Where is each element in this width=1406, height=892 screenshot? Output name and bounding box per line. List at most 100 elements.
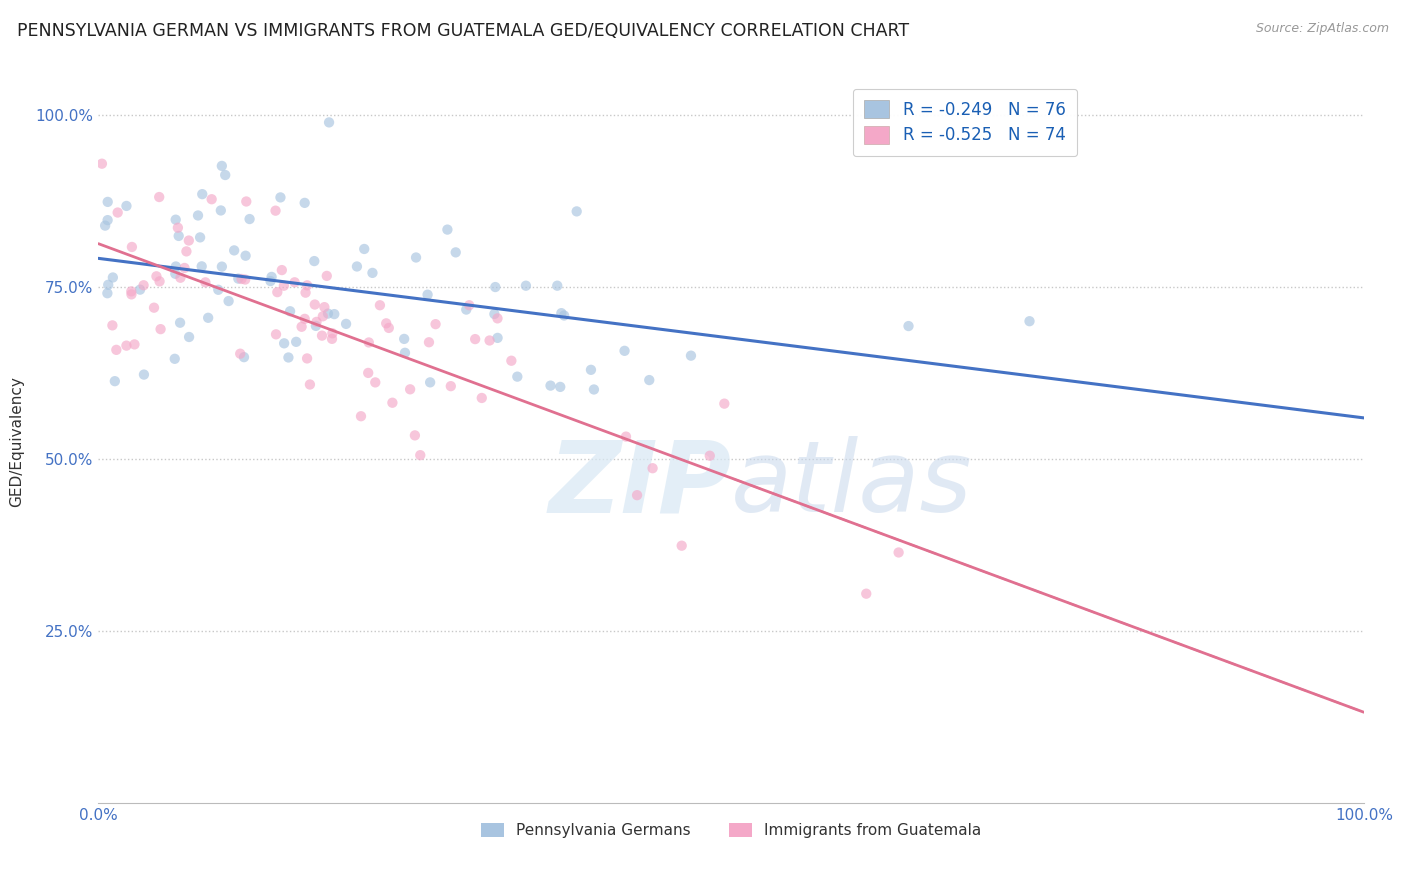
Point bbox=[273, 278, 295, 293]
Point bbox=[169, 270, 191, 285]
Point bbox=[579, 363, 602, 377]
Point bbox=[129, 283, 152, 297]
Point bbox=[145, 269, 167, 284]
Point bbox=[346, 260, 368, 274]
Point bbox=[97, 277, 120, 292]
Point bbox=[115, 338, 138, 352]
Point bbox=[191, 187, 214, 202]
Point bbox=[399, 382, 422, 396]
Point bbox=[120, 287, 142, 301]
Y-axis label: GED/Equivalency: GED/Equivalency bbox=[10, 376, 24, 507]
Point bbox=[120, 285, 142, 299]
Point bbox=[295, 351, 318, 366]
Point bbox=[304, 254, 326, 268]
Point bbox=[226, 271, 249, 285]
Point bbox=[173, 260, 195, 275]
Point bbox=[90, 157, 112, 171]
Point bbox=[285, 334, 308, 349]
Point bbox=[314, 300, 336, 314]
Point bbox=[464, 332, 486, 346]
Point bbox=[294, 311, 316, 326]
Point bbox=[478, 334, 501, 348]
Point bbox=[148, 190, 170, 204]
Text: atlas: atlas bbox=[731, 436, 973, 533]
Point bbox=[190, 260, 212, 274]
Point bbox=[97, 194, 120, 209]
Point bbox=[515, 278, 537, 293]
Point bbox=[124, 337, 146, 351]
Point bbox=[458, 298, 481, 312]
Point bbox=[565, 204, 588, 219]
Point bbox=[381, 395, 404, 409]
Point bbox=[335, 317, 357, 331]
Point bbox=[353, 242, 375, 256]
Legend: Pennsylvania Germans, Immigrants from Guatemala: Pennsylvania Germans, Immigrants from Gu… bbox=[474, 815, 988, 846]
Point bbox=[260, 269, 283, 284]
Point bbox=[305, 318, 328, 333]
Point bbox=[316, 307, 339, 321]
Point bbox=[582, 383, 605, 397]
Point bbox=[214, 168, 236, 182]
Point bbox=[897, 319, 920, 334]
Point bbox=[266, 285, 288, 300]
Point bbox=[546, 278, 568, 293]
Point bbox=[231, 272, 253, 286]
Point bbox=[416, 287, 439, 301]
Point bbox=[486, 311, 509, 326]
Point bbox=[211, 159, 233, 173]
Point bbox=[361, 266, 384, 280]
Point bbox=[471, 391, 494, 405]
Point bbox=[270, 263, 292, 277]
Point bbox=[405, 251, 427, 265]
Point bbox=[321, 332, 343, 346]
Point bbox=[614, 429, 637, 443]
Point bbox=[440, 379, 463, 393]
Point bbox=[318, 115, 340, 129]
Point bbox=[1018, 314, 1040, 328]
Point bbox=[233, 350, 256, 364]
Point bbox=[323, 307, 346, 321]
Point bbox=[239, 212, 262, 227]
Point bbox=[404, 428, 426, 442]
Point bbox=[486, 331, 509, 345]
Point bbox=[107, 205, 129, 219]
Point bbox=[169, 316, 191, 330]
Point bbox=[218, 294, 240, 309]
Point bbox=[167, 220, 190, 235]
Point bbox=[177, 234, 200, 248]
Point bbox=[132, 368, 155, 382]
Point bbox=[235, 194, 257, 209]
Point bbox=[235, 249, 257, 263]
Point bbox=[273, 336, 295, 351]
Point bbox=[456, 302, 478, 317]
Point bbox=[294, 285, 316, 300]
Point bbox=[626, 488, 648, 502]
Point bbox=[392, 332, 415, 346]
Point bbox=[613, 343, 636, 358]
Point bbox=[311, 328, 333, 343]
Point bbox=[312, 310, 335, 324]
Point bbox=[298, 377, 321, 392]
Point bbox=[375, 316, 398, 330]
Point bbox=[394, 346, 416, 360]
Point bbox=[304, 297, 326, 311]
Point bbox=[671, 539, 693, 553]
Point bbox=[641, 461, 664, 475]
Point bbox=[321, 326, 343, 341]
Point bbox=[207, 283, 229, 297]
Text: PENNSYLVANIA GERMAN VS IMMIGRANTS FROM GUATEMALA GED/EQUIVALENCY CORRELATION CHA: PENNSYLVANIA GERMAN VS IMMIGRANTS FROM G… bbox=[17, 22, 910, 40]
Point bbox=[197, 310, 219, 325]
Text: ZIP: ZIP bbox=[548, 436, 731, 533]
Point bbox=[148, 274, 170, 288]
Point bbox=[295, 278, 318, 293]
Point bbox=[278, 304, 301, 318]
Point bbox=[540, 378, 562, 392]
Point bbox=[713, 397, 735, 411]
Point bbox=[484, 307, 506, 321]
Point bbox=[548, 380, 571, 394]
Point bbox=[553, 309, 575, 323]
Point bbox=[418, 335, 440, 350]
Point bbox=[305, 315, 328, 329]
Point bbox=[233, 272, 256, 286]
Point bbox=[409, 448, 432, 462]
